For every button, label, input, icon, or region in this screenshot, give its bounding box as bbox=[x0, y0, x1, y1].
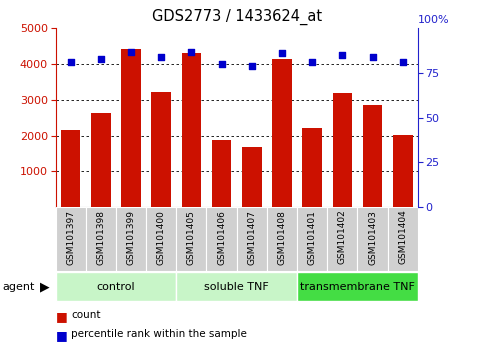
Bar bbox=[116, 207, 146, 271]
Bar bbox=[302, 129, 322, 207]
Bar bbox=[146, 207, 176, 271]
Text: agent: agent bbox=[2, 282, 35, 292]
Bar bbox=[151, 92, 171, 207]
Bar bbox=[363, 105, 383, 207]
Point bbox=[97, 56, 105, 62]
Bar bbox=[332, 93, 352, 207]
Bar bbox=[212, 140, 231, 207]
Text: transmembrane TNF: transmembrane TNF bbox=[300, 282, 415, 292]
Bar bbox=[91, 113, 111, 207]
Text: ■: ■ bbox=[56, 310, 67, 323]
Text: GSM101404: GSM101404 bbox=[398, 210, 407, 264]
Point bbox=[278, 51, 286, 56]
Point bbox=[67, 59, 74, 65]
Text: control: control bbox=[97, 282, 135, 292]
Bar bbox=[272, 59, 292, 207]
Bar bbox=[176, 273, 297, 301]
Text: GSM101398: GSM101398 bbox=[96, 210, 105, 265]
Point bbox=[308, 59, 316, 65]
Point bbox=[248, 63, 256, 69]
Point bbox=[218, 61, 226, 67]
Bar bbox=[207, 207, 237, 271]
Bar bbox=[242, 147, 262, 207]
Text: GSM101405: GSM101405 bbox=[187, 210, 196, 264]
Text: GSM101397: GSM101397 bbox=[66, 210, 75, 265]
Text: count: count bbox=[71, 310, 101, 320]
Text: GSM101408: GSM101408 bbox=[277, 210, 286, 264]
Bar bbox=[393, 135, 412, 207]
Bar bbox=[237, 207, 267, 271]
Text: GSM101401: GSM101401 bbox=[308, 210, 317, 264]
Bar bbox=[327, 207, 357, 271]
Text: GSM101400: GSM101400 bbox=[156, 210, 166, 264]
Text: soluble TNF: soluble TNF bbox=[204, 282, 269, 292]
Text: ▶: ▶ bbox=[40, 280, 49, 293]
Text: GSM101402: GSM101402 bbox=[338, 210, 347, 264]
Point bbox=[157, 54, 165, 60]
Point bbox=[187, 49, 195, 55]
Text: GSM101403: GSM101403 bbox=[368, 210, 377, 264]
Point bbox=[127, 49, 135, 55]
Text: GDS2773 / 1433624_at: GDS2773 / 1433624_at bbox=[152, 9, 322, 25]
Text: percentile rank within the sample: percentile rank within the sample bbox=[71, 329, 247, 339]
Text: ■: ■ bbox=[56, 329, 67, 342]
Text: GSM101406: GSM101406 bbox=[217, 210, 226, 264]
Bar bbox=[56, 273, 176, 301]
Bar bbox=[121, 49, 141, 207]
Text: GSM101407: GSM101407 bbox=[247, 210, 256, 264]
Bar bbox=[357, 207, 388, 271]
Bar bbox=[86, 207, 116, 271]
Bar bbox=[388, 207, 418, 271]
Bar bbox=[56, 207, 86, 271]
Bar bbox=[267, 207, 297, 271]
Point bbox=[369, 54, 376, 60]
Bar bbox=[61, 130, 81, 207]
Point bbox=[399, 59, 407, 65]
Text: GSM101399: GSM101399 bbox=[127, 210, 136, 265]
Bar bbox=[297, 273, 418, 301]
Text: 100%: 100% bbox=[418, 15, 449, 25]
Point bbox=[339, 52, 346, 58]
Bar bbox=[297, 207, 327, 271]
Bar bbox=[182, 53, 201, 207]
Bar bbox=[176, 207, 207, 271]
